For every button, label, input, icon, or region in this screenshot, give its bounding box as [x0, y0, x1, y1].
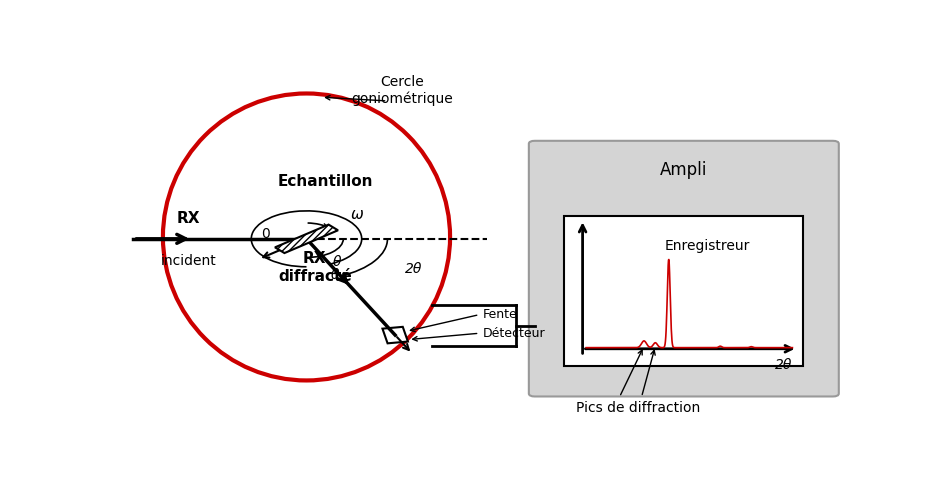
- Polygon shape: [275, 225, 338, 253]
- Text: Echantillon: Echantillon: [277, 174, 372, 189]
- Text: 2θ: 2θ: [775, 358, 792, 372]
- Polygon shape: [383, 327, 408, 343]
- Text: Fente: Fente: [484, 308, 518, 321]
- Text: Cercle
goniométrique: Cercle goniométrique: [352, 75, 453, 106]
- Text: 0: 0: [261, 227, 271, 242]
- Text: Enregistreur: Enregistreur: [665, 239, 751, 253]
- Text: RX: RX: [177, 211, 200, 226]
- FancyBboxPatch shape: [529, 141, 839, 396]
- Text: RX
diffracté: RX diffracté: [278, 251, 352, 284]
- Text: θ: θ: [331, 268, 339, 282]
- Bar: [564, 216, 804, 365]
- Text: θ: θ: [333, 255, 342, 269]
- Text: Détecteur: Détecteur: [484, 327, 546, 340]
- Text: 2θ: 2θ: [405, 262, 422, 276]
- Text: ω: ω: [351, 207, 364, 222]
- Text: Ampli: Ampli: [660, 161, 708, 179]
- Text: incident: incident: [161, 254, 217, 268]
- Text: Pics de diffraction: Pics de diffraction: [576, 401, 700, 415]
